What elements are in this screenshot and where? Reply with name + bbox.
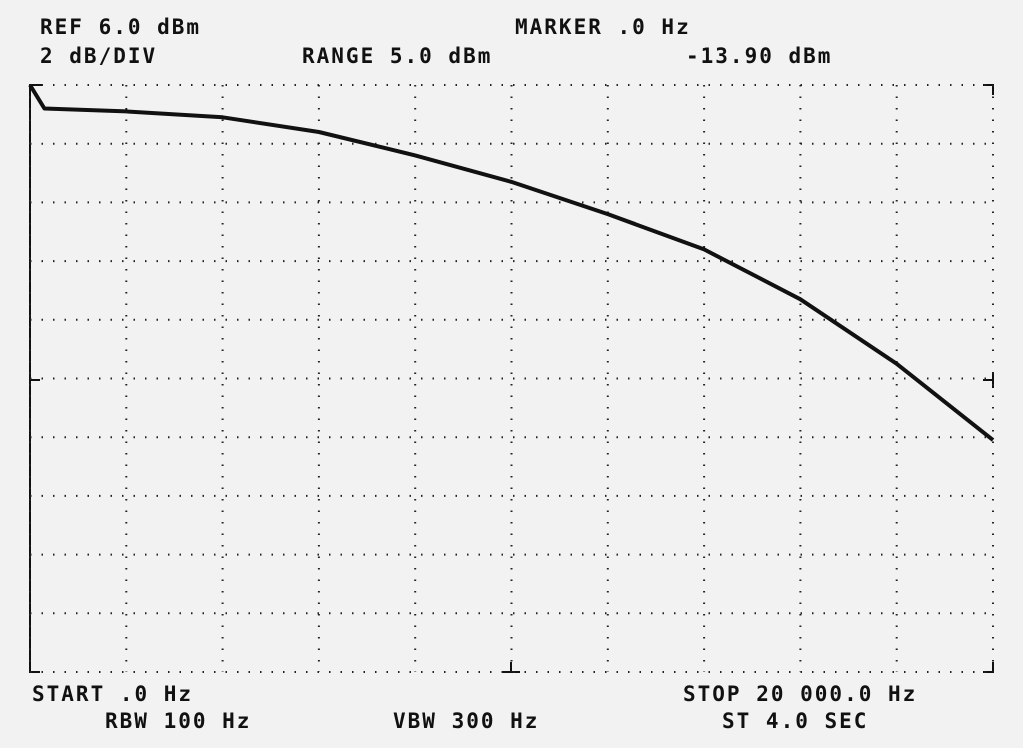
readout: 2 dB/DIV (40, 44, 157, 68)
readout: ST 4.0 SEC (722, 709, 868, 733)
readout: RANGE 5.0 dBm (302, 44, 492, 68)
readout: RBW 100 Hz (105, 709, 251, 733)
readout: STOP 20 000.0 Hz (683, 682, 917, 706)
readout: -13.90 dBm (686, 44, 832, 68)
readout: VBW 300 Hz (393, 709, 539, 733)
readout: MARKER .0 Hz (515, 15, 691, 39)
trace (28, 83, 995, 442)
readout: START .0 Hz (32, 682, 193, 706)
readout: REF 6.0 dBm (40, 15, 201, 39)
